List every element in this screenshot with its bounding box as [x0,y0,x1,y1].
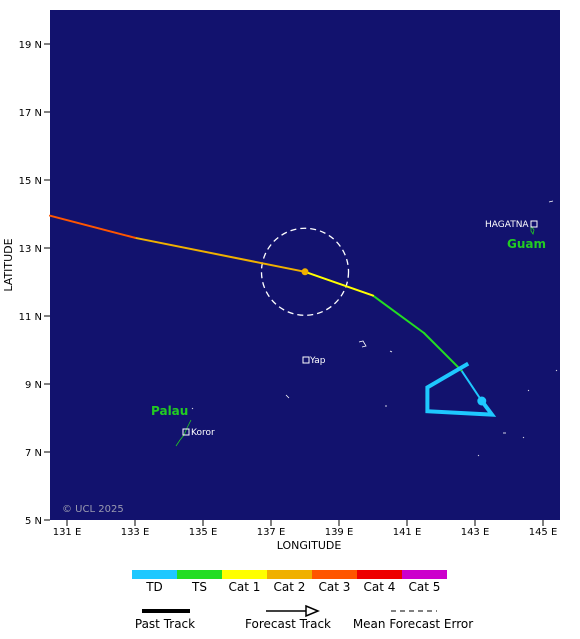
track-layer [49,214,497,417]
forecast-track-segment [372,294,425,334]
legend-category-label: TS [191,580,207,594]
past-track-line [425,361,497,417]
place-marker-square [302,356,310,364]
ulithi-atoll-shape [358,340,367,348]
forecast-track-segment [423,332,463,372]
region-label: Guam [507,237,546,251]
longitude-tick-label: 145 E [529,527,558,538]
island-dot [477,454,480,457]
longitude-tick-label: 131 E [53,527,82,538]
legend-category-swatch [312,570,357,579]
current-storm-position-marker [477,396,487,406]
latitude-tick-label: 19 N [19,40,42,51]
track-legend: Past Track Forecast Track Mean Forecast … [135,604,473,631]
forecast-error-layer [260,227,350,316]
saipan-island-shape [548,200,554,203]
place-label: Koror [191,428,215,438]
legend-category-label: TD [145,580,163,594]
copyright-notice: © UCL 2025 [62,504,124,515]
longitude-tick-label: 143 E [461,527,490,538]
legend-category-label: Cat 5 [409,580,441,594]
island-dot [555,369,558,372]
woleai-atoll-shape [389,350,393,353]
longitude-tick-label: 141 E [393,527,422,538]
island-dot [527,389,530,392]
intensity-legend: TD TS Cat 1 Cat 2 Cat 3 Cat 4 Cat 5 [132,570,447,594]
latitude-tick-label: 7 N [25,448,42,459]
map-plot-area [50,10,560,520]
legend-category-swatch [402,570,447,579]
forecast-track-segment [49,214,136,239]
x-axis-title: LONGITUDE [277,539,342,552]
latitude-tick-label: 17 N [19,108,42,119]
island-dot [191,407,194,410]
longitude-tick-label: 137 E [257,527,286,538]
legend-category-swatch [222,570,267,579]
forecast-track-segment [304,270,374,297]
legend-category-label: Cat 1 [229,580,261,594]
latitude-tick-label: 11 N [19,312,42,323]
forecast-arrow-icon [305,604,320,618]
latitude-tick-label: 9 N [25,380,42,391]
island-dot [522,436,525,439]
guam-island-shape [530,224,535,235]
mean-forecast-error-legend-label: Mean Forecast Error [353,617,473,631]
legend-category-swatch [267,570,312,579]
region-label: Palau [151,404,188,418]
past-track-legend-label: Past Track [135,617,195,631]
y-axis-title: LATITUDE [2,238,15,291]
longitude-tick-label: 135 E [189,527,218,538]
place-label: HAGATNA [485,220,529,230]
legend-category-swatch [132,570,177,579]
longitude-tick-label: 139 E [325,527,354,538]
ngulu-atoll-shape [285,394,290,399]
latitude-tick-label: 13 N [19,244,42,255]
place-layer: HAGATNA Yap Koror Guam Palau [151,220,546,438]
legend-category-label: Cat 2 [274,580,306,594]
forecast-track-legend-label: Forecast Track [245,617,331,631]
latitude-tick-label: 15 N [19,176,42,187]
mean-forecast-error-circle [260,227,350,316]
longitude-tick-label: 133 E [121,527,150,538]
longitude-axis: 131 E 133 E 135 E 137 E 139 E 141 E 143 E 145 E [53,520,558,538]
place-marker-square [182,428,190,436]
forecast-track-segment [460,369,483,402]
forecast-position-marker [301,268,309,276]
latitude-axis: 19 N 17 N 15 N 13 N 11 N 9 N 7 N 5 N [19,40,50,527]
place-label: Yap [309,356,326,366]
legend-category-label: Cat 3 [319,580,351,594]
latitude-tick-label: 5 N [25,516,42,527]
legend-category-label: Cat 4 [364,580,396,594]
legend-category-swatch [357,570,402,579]
legend-category-swatch [177,570,222,579]
forecast-track-segment [134,236,306,273]
place-marker-square [530,220,538,228]
